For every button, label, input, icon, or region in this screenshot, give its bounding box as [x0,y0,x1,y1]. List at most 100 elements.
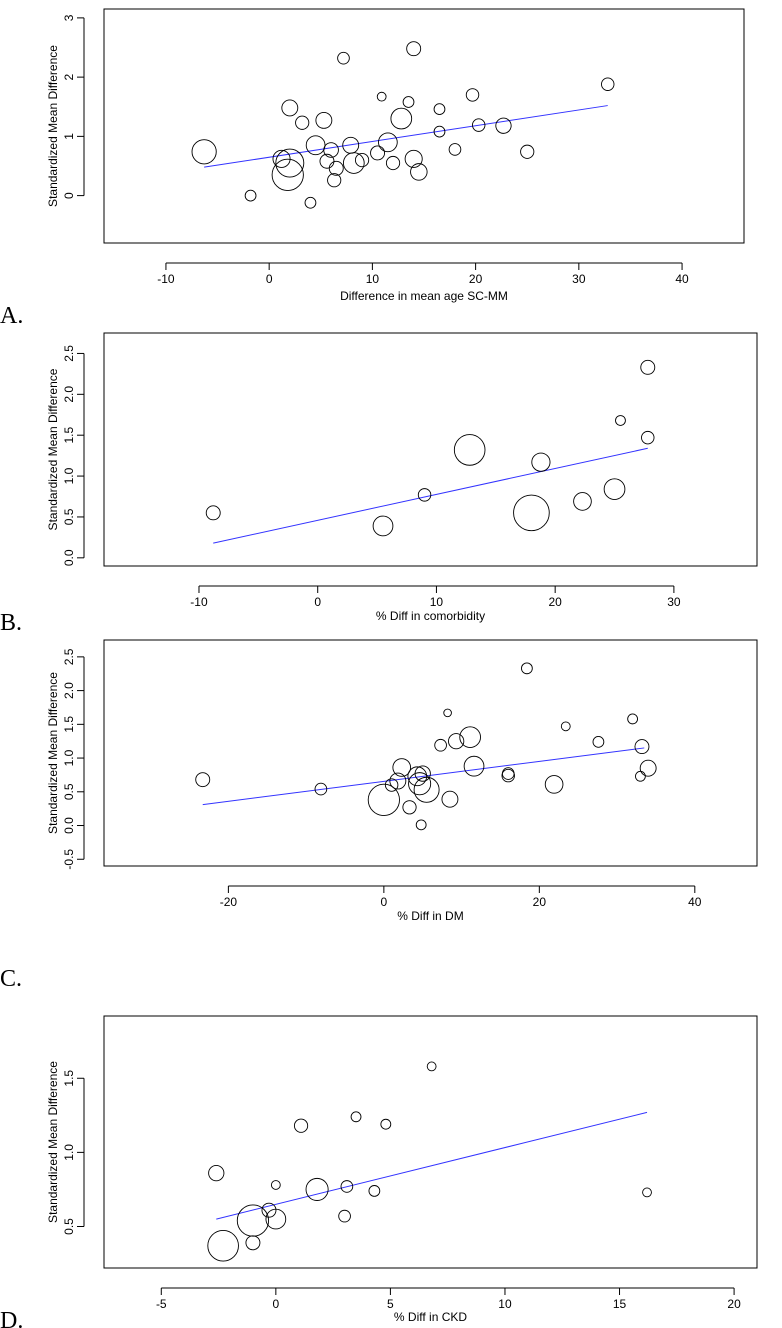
chart-a-bubble-point [337,51,350,65]
chart-b: -10 0 10 20 30 0.0 0.5 1.0 1.5 2.0 2.5 % Diff in co… [0,332,758,636]
chart-a-bubble-point [376,91,387,102]
chart-c-bubble-point [560,721,571,732]
chart-d: -5 0 5 10 15 20 0.5 1.0 1.5 % Diff in CKD Standard… [0,1015,758,1328]
chart-b-x-tick-label: 30 [667,595,681,609]
chart-d-plot-frame [103,1015,758,1269]
chart-d-bubble-point [642,1187,652,1198]
chart-c-bubble-point [634,770,646,782]
chart-c-bubble-point [544,775,564,794]
chart-b-bubble-point [640,359,656,375]
chart-d-y-tick-label: 1.5 [62,1070,76,1087]
chart-d-bubble-point [270,1180,281,1190]
chart-a-bubble-point [520,144,535,159]
chart-a-bubble-point [304,196,317,209]
chart-d-bubble-point [265,1208,287,1230]
chart-a-bubble-point [402,96,415,108]
chart-d-bubble-point [261,1202,277,1218]
chart-b-y-tick-label: 1.0 [62,467,76,484]
chart-d-x-tick-label: 10 [498,1297,512,1311]
chart-a-bubble-point [378,132,398,153]
chart-a-y-tick-label: 1 [62,133,76,140]
chart-d-bubble-point [426,1061,437,1072]
chart-c-bubble-point [639,759,657,777]
chart-c-y-tick-label: 0.5 [62,783,76,800]
chart-a-bubble-point [327,173,342,188]
chart-c-bubble-point [367,783,400,816]
chart-a-bubble-point [328,160,344,176]
chart-d-x-tick-label: 20 [727,1297,741,1311]
chart-d-bubble-point [340,1180,354,1193]
chart-b-bubble-point [417,488,432,502]
chart-c-bubble-point [408,772,432,796]
chart-d-bubble-point [380,1118,392,1130]
chart-d-bubble-point [350,1111,362,1123]
chart-d-bubble-point [236,1204,270,1237]
chart-c-plot-frame [103,639,758,867]
chart-a-bubble-point [601,77,615,91]
chart-a-bubble-point [433,103,446,115]
chart-a-bubble-point [390,107,413,130]
chart-a-bubble-point [406,41,422,57]
chart-a-bubble-point [471,118,486,132]
chart-d-y-axis-title: Standardized Mean Difference [46,1061,60,1223]
chart-c-bubble-point [402,800,417,815]
chart-a-y-tick-label: 0 [62,192,76,199]
chart-a-bubble-point [272,149,291,168]
chart-a-bubble-point [410,163,428,181]
chart-c-bubble-point [389,772,407,790]
chart-d-bubble-point [208,1165,225,1182]
chart-a-plot-frame [103,8,745,244]
chart-a-bubble-point [305,135,326,156]
chart-c-y-tick-label: 0.0 [62,817,76,834]
chart-a-bubble-point [448,143,462,156]
chart-a-x-tick-label: 10 [366,272,380,286]
chart-a-bubble-point [385,155,401,171]
chart-a-bubble-point [191,139,217,165]
chart-d-panel-label: D. [0,1308,23,1328]
chart-b-bubble-point [372,515,394,537]
chart-d-bubble-point [293,1118,309,1133]
chart-c-x-tick-label: 20 [533,895,547,909]
chart-d-bubble-point [338,1209,351,1223]
chart-a-bubble-point [323,142,339,158]
chart-a-bubble-point [244,189,257,202]
chart-a-bubble-point [275,148,305,178]
chart-b-y-tick-label: 2.0 [62,386,76,403]
chart-d-bubble-point [368,1185,381,1197]
chart-c-bubble-point [443,708,452,718]
chart-c-bubble-point [195,772,211,788]
chart-a-x-tick-label: 40 [675,272,689,286]
chart-d-x-axis-title: % Diff in CKD [394,1310,467,1324]
chart-c-y-tick-label: -0.5 [62,849,76,870]
chart-c-bubble-point [392,758,412,777]
chart-b-x-tick-label: -10 [190,595,208,609]
chart-b-x-tick-label: 10 [430,595,444,609]
chart-c-bubble-point [459,726,481,748]
chart-c-bubble-point [501,767,515,780]
chart-c-bubble-point [384,778,399,792]
chart-a-bubble-point [271,158,304,191]
chart-c-bubble-point [448,733,465,750]
chart-a-y-axis-title: Standardized Mean Difference [46,45,60,207]
chart-c-bubble-point [407,766,428,787]
chart-c-y-axis-title: Standardized Mean Difference [46,672,60,834]
chart-d-x-tick-label: 0 [272,1297,279,1311]
chart-b-bubble-point [205,505,221,521]
chart-a-bubble-point [315,111,333,129]
chart-c-bubble-point [627,713,639,725]
chart-a-bubble-point [370,145,385,161]
chart-c-bubble-point [414,765,431,782]
chart-c-y-tick-label: 2.0 [62,682,76,699]
chart-a-bubble-point [465,88,480,102]
chart-a-bubble-point [319,153,335,169]
chart-c-bubble-point [314,782,328,796]
chart-c-x-axis-title: % Diff in DM [397,909,463,923]
chart-b-y-tick-label: 1.5 [62,427,76,444]
chart-b-panel-label: B. [0,610,22,636]
chart-b-x-tick-label: 0 [314,595,321,609]
chart-a-bubble-point [295,115,310,130]
chart-a-bubble-point [495,117,512,134]
chart-d-regression-line [216,1111,648,1220]
chart-d-bubble-point [245,1235,261,1251]
